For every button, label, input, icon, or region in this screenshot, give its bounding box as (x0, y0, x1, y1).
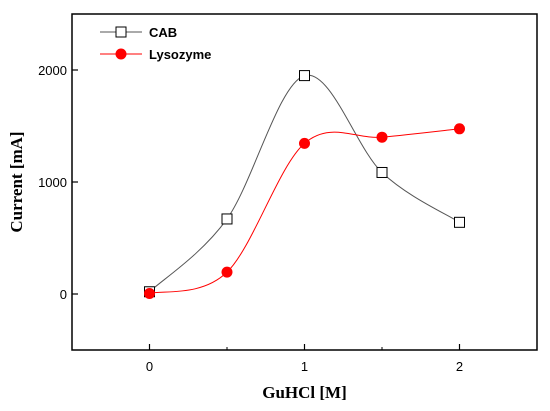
data-point-square (221, 213, 233, 225)
legend-label-lysozyme: Lysozyme (149, 47, 211, 62)
y-tick-label: 2000 (38, 63, 67, 78)
x-tick-label: 2 (456, 359, 463, 374)
legend-label-cab: CAB (149, 25, 177, 40)
legend: CAB Lysozyme (100, 25, 211, 62)
legend-item-lysozyme: Lysozyme (100, 47, 211, 62)
axis-ticks: 0 1 2 0 1000 2000 (38, 63, 463, 374)
plot-area (71, 13, 538, 351)
series-line-0 (149, 74, 460, 293)
data-point-circle (144, 287, 155, 299)
x-axis-title: GuHCl [M] (262, 383, 347, 402)
data-point-circle (376, 131, 388, 143)
series-line-1 (149, 128, 460, 294)
data-point-circle (221, 266, 233, 278)
data-point-square (376, 166, 388, 178)
y-tick-label: 0 (60, 287, 67, 302)
data-point-square (299, 70, 310, 82)
series-markers (144, 70, 465, 299)
x-tick-label: 0 (146, 359, 153, 374)
legend-marker-cab (115, 26, 127, 38)
y-tick-label: 1000 (38, 175, 67, 190)
plot-frame (71, 13, 538, 351)
data-point-square (454, 216, 465, 228)
legend-marker-lysozyme (115, 48, 127, 60)
y-axis-title: Current [mA] (7, 131, 26, 232)
x-tick-label: 1 (301, 359, 308, 374)
data-point-circle (454, 123, 465, 135)
series-lines (149, 74, 460, 294)
data-point-circle (299, 137, 310, 149)
legend-item-cab: CAB (100, 25, 177, 40)
